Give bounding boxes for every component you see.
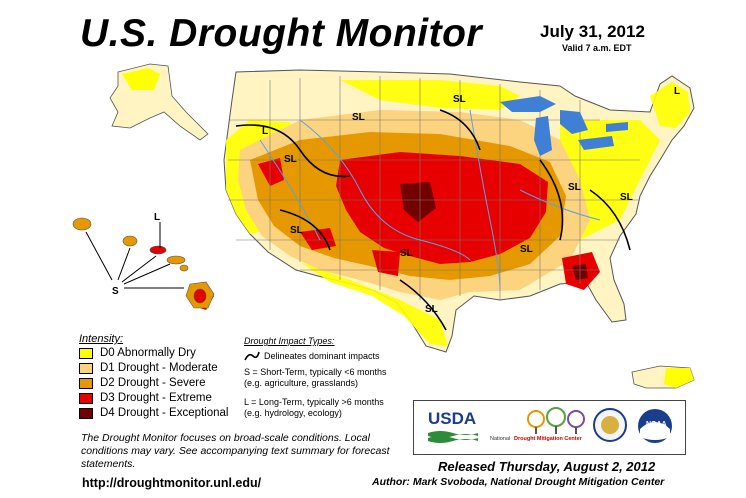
d0-zone-south	[300, 262, 448, 346]
impact-line-icon	[244, 351, 260, 361]
noaa-logo-icon	[638, 409, 672, 443]
great-lakes	[500, 96, 628, 156]
d4-swatch	[79, 407, 93, 419]
ndmc-trees-icon	[527, 407, 585, 434]
legend-label-d2: D2 Drought - Severe	[100, 377, 206, 389]
legend-label-d4: D4 Drought - Exceptional	[100, 407, 229, 419]
label-sl-2: SL	[284, 154, 297, 165]
noaa-text: NOAA	[646, 421, 667, 428]
state-boundaries	[228, 76, 640, 300]
d1-swatch	[79, 362, 93, 374]
impact-boundary-text: Delineates dominant impacts	[264, 351, 380, 361]
label-sl-4: SL	[290, 225, 303, 236]
legend-label-d0: D0 Abnormally Dry	[100, 347, 196, 359]
legend-item-d3: D3 Drought - Extreme	[79, 391, 212, 405]
doc-seal-icon	[593, 408, 627, 442]
release-date: Released Thursday, August 2, 2012	[438, 459, 656, 474]
label-l-1: L	[262, 126, 268, 137]
label-l-2: L	[674, 86, 680, 97]
d4-zone-ks	[400, 182, 436, 222]
label-sl-6: SL	[425, 304, 438, 315]
label-sl-8: SL	[568, 182, 581, 193]
d2-swatch	[79, 377, 93, 389]
impact-types-title: Drought Impact Types:	[244, 336, 335, 346]
ndmc-label-b: Drought Mitigation Center	[514, 436, 582, 442]
label-l-3: L	[154, 212, 160, 223]
legend-item-d4: D4 Drought - Exceptional	[79, 406, 228, 420]
impact-long-line2: (e.g. hydrology, ecology)	[244, 408, 342, 418]
valid-time: Valid 7 a.m. EDT	[562, 43, 632, 53]
usda-wave-icon	[428, 431, 478, 443]
impact-long-line1: L = Long-Term, typically >6 months	[244, 397, 384, 407]
legend-item-d2: D2 Drought - Severe	[79, 376, 205, 390]
d0-swatch	[79, 347, 93, 359]
legend-item-d1: D1 Drought - Moderate	[79, 361, 218, 375]
partner-logos: USDA National Drought Mitigation Center …	[413, 400, 686, 455]
label-sl-3: SL	[453, 94, 466, 105]
d0-zone-north	[340, 80, 520, 110]
impact-labels: SL SL SL SL SL SL SL SL SL L L L S	[112, 86, 680, 315]
d3-zone-west	[258, 158, 284, 186]
alaska-d0	[122, 68, 160, 90]
author-credit: Author: Mark Svoboda, National Drought M…	[372, 476, 665, 488]
d3-zone-central	[336, 152, 548, 264]
legend-title: Intensity:	[79, 333, 124, 345]
label-sl-9: SL	[620, 192, 633, 203]
website-link[interactable]: http://droughtmonitor.unl.edu/	[82, 476, 262, 490]
d3-zone-sw	[372, 250, 400, 276]
d3-swatch	[79, 392, 93, 404]
map-title: U.S. Drought Monitor	[80, 12, 483, 55]
usda-logo: USDA	[428, 409, 477, 428]
hawaii-pointers	[85, 222, 184, 289]
map-date: July 31, 2012	[540, 22, 645, 41]
legend-label-d3: D3 Drought - Extreme	[100, 392, 212, 404]
label-sl-5: SL	[400, 248, 413, 259]
rivers	[259, 109, 601, 291]
impact-short-line1: S = Short-Term, typically <6 months	[244, 367, 387, 377]
d0-zone-ne	[650, 82, 690, 128]
label-sl-1: SL	[352, 112, 365, 123]
impact-boundaries	[235, 109, 631, 331]
label-s-hawaii: S	[112, 286, 119, 297]
hawaii	[72, 217, 215, 309]
label-sl-7: SL	[520, 244, 533, 255]
puerto-rico-d0	[664, 368, 694, 388]
ndmc-label-a: National	[490, 436, 511, 442]
legend-item-d0: D0 Abnormally Dry	[79, 346, 196, 360]
legend-label-d1: D1 Drought - Moderate	[100, 362, 218, 374]
disclaimer-notes: The Drought Monitor focuses on broad-sca…	[81, 432, 390, 470]
impact-short-line2: (e.g. agriculture, grasslands)	[244, 378, 359, 388]
